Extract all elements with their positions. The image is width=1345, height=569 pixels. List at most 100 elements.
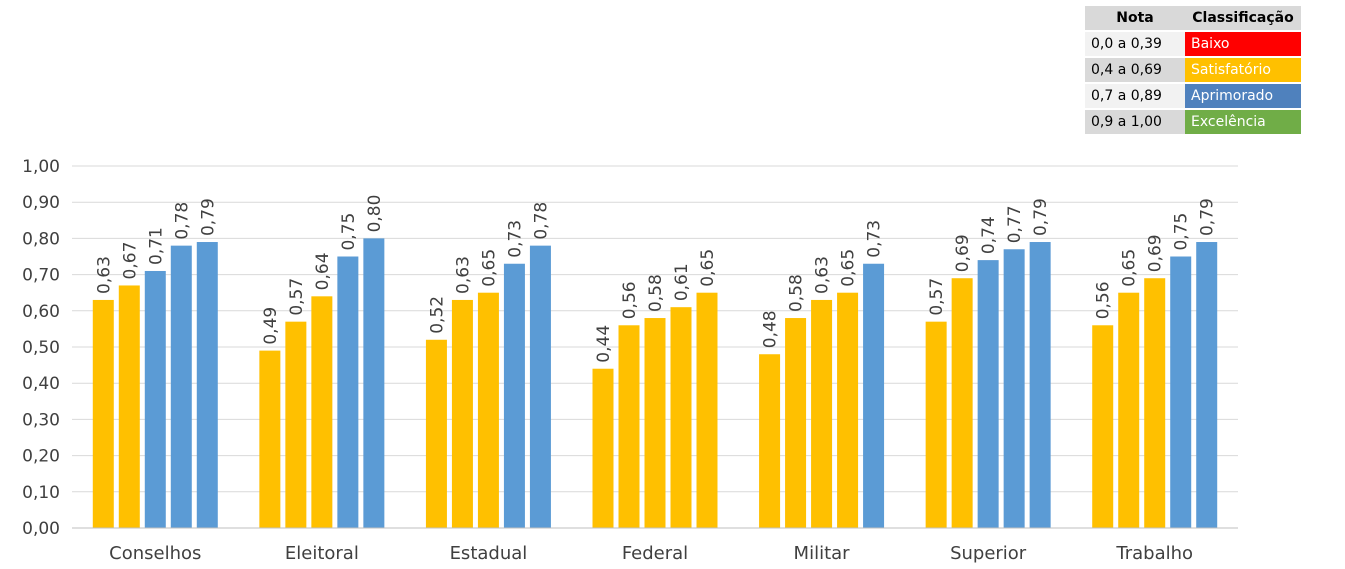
bar — [1170, 256, 1192, 528]
data-label: 0,65 — [698, 249, 718, 287]
data-label: 0,52 — [427, 296, 447, 334]
legend-header-nota: Nota — [1085, 6, 1185, 32]
data-label: 0,65 — [479, 249, 499, 287]
x-tick-label: Eleitoral — [285, 543, 359, 564]
data-label: 0,58 — [787, 274, 807, 312]
bar — [670, 307, 692, 528]
data-label: 0,75 — [339, 213, 359, 251]
data-label: 0,44 — [594, 325, 614, 363]
x-tick-label: Conselhos — [109, 543, 201, 564]
y-tick-label: 1,00 — [22, 157, 60, 177]
data-label: 0,56 — [1094, 281, 1114, 319]
bar — [1196, 242, 1218, 528]
bar — [337, 256, 359, 528]
y-tick-label: 0,20 — [22, 447, 60, 467]
legend-header-classificacao: Classificação — [1185, 6, 1301, 32]
data-label: 0,75 — [1172, 213, 1192, 251]
x-tick-label: Trabalho — [1115, 543, 1193, 564]
data-label: 0,80 — [365, 195, 385, 233]
data-label: 0,56 — [620, 281, 640, 319]
data-label: 0,65 — [1120, 249, 1140, 287]
bar — [785, 318, 807, 528]
y-tick-label: 0,00 — [22, 519, 60, 539]
bar — [1144, 278, 1166, 528]
legend-label-aprimorado: Aprimorado — [1185, 84, 1301, 110]
data-label: 0,58 — [646, 274, 666, 312]
data-label: 0,74 — [979, 216, 999, 254]
y-tick-label: 0,40 — [22, 374, 60, 394]
data-label: 0,57 — [287, 278, 307, 316]
x-tick-label: Estadual — [450, 543, 528, 564]
bar — [451, 299, 473, 528]
bar — [1003, 249, 1025, 528]
data-label: 0,64 — [313, 252, 333, 290]
legend-row: 0,4 a 0,69 Satisfatório — [1085, 58, 1301, 84]
bar — [977, 260, 999, 528]
data-label: 0,73 — [865, 220, 885, 258]
bars — [92, 238, 1218, 528]
bar — [1092, 325, 1114, 528]
data-label: 0,49 — [261, 307, 281, 345]
y-tick-label: 0,30 — [22, 410, 60, 430]
data-label: 0,79 — [198, 198, 218, 236]
data-label: 0,79 — [1031, 198, 1051, 236]
y-tick-label: 0,90 — [22, 193, 60, 213]
bar — [837, 292, 859, 528]
bar — [477, 292, 499, 528]
bar — [644, 318, 666, 528]
data-label: 0,48 — [761, 310, 781, 348]
bar — [425, 339, 447, 528]
legend-row: 0,9 a 1,00 Excelência — [1085, 110, 1301, 136]
legend-range: 0,9 a 1,00 — [1085, 110, 1185, 136]
data-label: 0,63 — [813, 256, 833, 294]
data-label: 0,78 — [531, 202, 551, 240]
legend-label-satisfatorio: Satisfatório — [1185, 58, 1301, 84]
data-label: 0,63 — [453, 256, 473, 294]
data-label: 0,78 — [172, 202, 192, 240]
x-tick-label: Superior — [950, 543, 1027, 564]
data-label: 0,61 — [672, 263, 692, 301]
bar — [311, 296, 333, 528]
bar — [696, 292, 718, 528]
data-label: 0,73 — [505, 220, 525, 258]
x-axis: Conselhos Eleitoral Estadual Federal Militar… — [72, 527, 1238, 564]
data-label: 0,79 — [1198, 198, 1218, 236]
bar — [529, 245, 551, 528]
bar — [118, 285, 140, 528]
data-label: 0,71 — [146, 227, 166, 265]
bar — [811, 299, 833, 528]
data-label: 0,65 — [839, 249, 859, 287]
bar — [170, 245, 192, 528]
y-axis: 0,00 0,10 0,20 0,30 0,40 0,50 0,60 0,70 0,80 0,90… — [22, 157, 60, 539]
data-label: 0,57 — [927, 278, 947, 316]
legend-range: 0,0 a 0,39 — [1085, 32, 1185, 58]
bar — [759, 354, 781, 528]
legend-row: 0,0 a 0,39 Baixo — [1085, 32, 1301, 58]
y-tick-label: 0,10 — [22, 483, 60, 503]
x-tick-label: Federal — [622, 543, 688, 564]
y-tick-label: 0,70 — [22, 266, 60, 286]
y-tick-label: 0,80 — [22, 229, 60, 249]
bar — [503, 263, 525, 528]
legend-range: 0,4 a 0,69 — [1085, 58, 1185, 84]
data-label: 0,77 — [1005, 205, 1025, 243]
data-label: 0,69 — [953, 234, 973, 272]
bar — [259, 350, 281, 528]
data-label: 0,67 — [120, 242, 140, 280]
bar — [925, 321, 947, 528]
bar — [863, 263, 885, 528]
data-label: 0,69 — [1146, 234, 1166, 272]
data-label: 0,63 — [94, 256, 114, 294]
y-tick-label: 0,50 — [22, 338, 60, 358]
legend-label-baixo: Baixo — [1185, 32, 1301, 58]
bar — [144, 270, 166, 528]
legend-label-excelencia: Excelência — [1185, 110, 1301, 136]
bar — [618, 325, 640, 528]
data-labels: 0,63 0,67 0,71 0,78 0,79 0,49 0,57 0,64 0,75 0,80… — [94, 195, 1217, 363]
bar — [285, 321, 307, 528]
bar — [196, 242, 218, 528]
bar — [92, 299, 114, 528]
bar — [363, 238, 385, 528]
legend-range: 0,7 a 0,89 — [1085, 84, 1185, 110]
